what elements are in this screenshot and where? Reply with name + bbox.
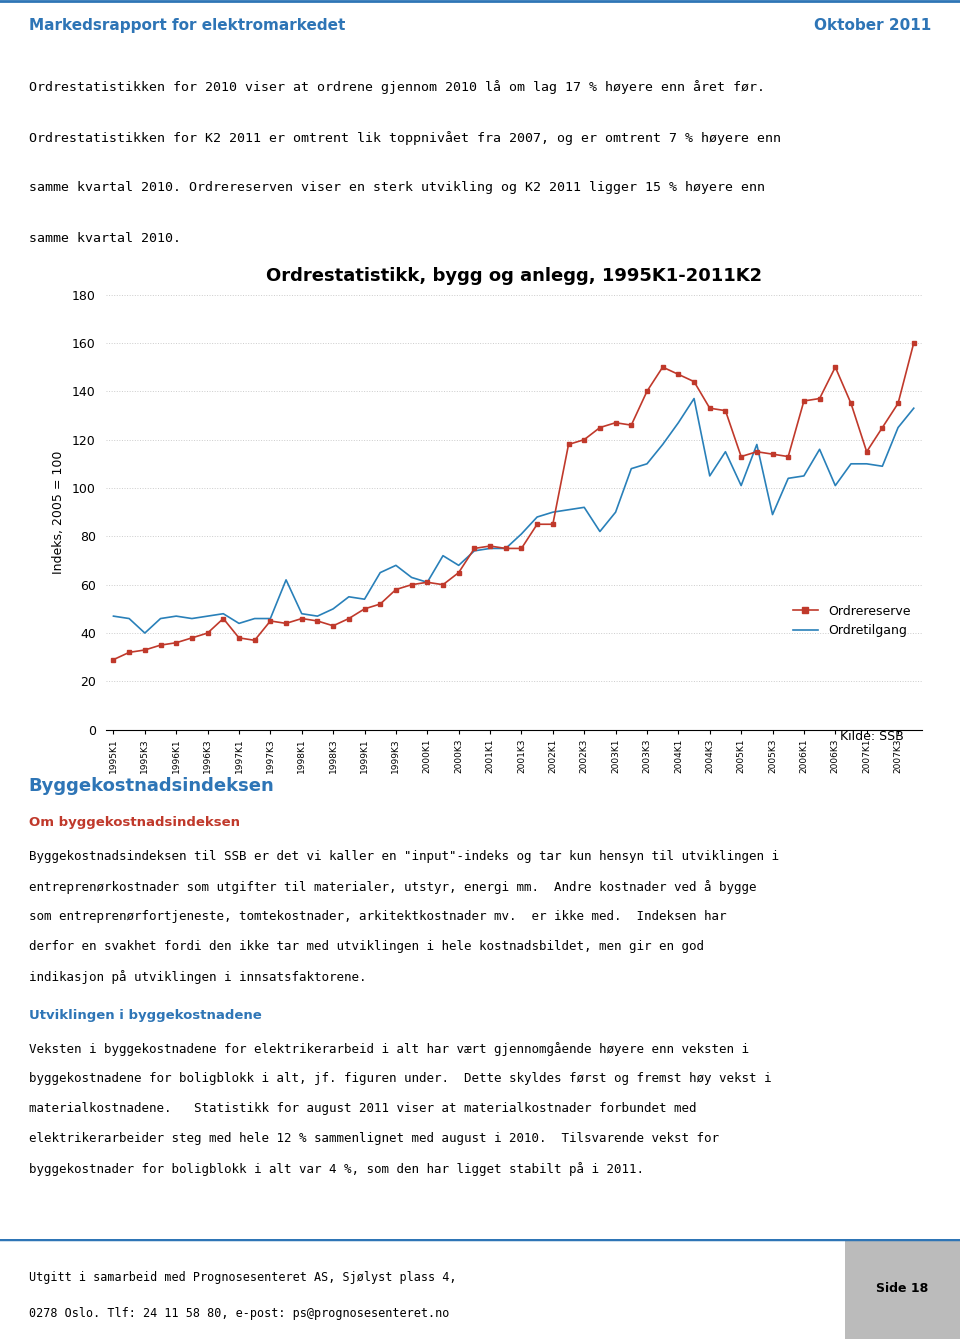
Text: Side 18: Side 18 — [876, 1283, 928, 1295]
Text: Kilde: SSB: Kilde: SSB — [840, 730, 904, 743]
Text: Oktober 2011: Oktober 2011 — [814, 19, 931, 33]
Text: materialkostnadene.   Statistikk for august 2011 viser at materialkostnader forb: materialkostnadene. Statistikk for augus… — [29, 1102, 696, 1115]
Text: Veksten i byggekostnadene for elektrikerarbeid i alt har vært gjennomgående høye: Veksten i byggekostnadene for elektriker… — [29, 1042, 749, 1055]
Text: samme kvartal 2010.: samme kvartal 2010. — [29, 232, 180, 245]
Text: derfor en svakhet fordi den ikke tar med utviklingen i hele kostnadsbildet, men : derfor en svakhet fordi den ikke tar med… — [29, 940, 704, 952]
Text: byggekostnadene for boligblokk i alt, jf. figuren under.  Dette skyldes først og: byggekostnadene for boligblokk i alt, jf… — [29, 1071, 771, 1085]
Text: Byggekostnadsindeksen: Byggekostnadsindeksen — [29, 777, 275, 794]
Bar — [845, 1239, 960, 1339]
Title: Ordrestatistikk, bygg og anlegg, 1995K1-2011K2: Ordrestatistikk, bygg og anlegg, 1995K1-… — [266, 266, 761, 285]
Text: Ordrestatistikken for K2 2011 er omtrent lik toppnivået fra 2007, og er omtrent : Ordrestatistikken for K2 2011 er omtrent… — [29, 131, 780, 145]
Text: Ordrestatistikken for 2010 viser at ordrene gjennom 2010 lå om lag 17 % høyere e: Ordrestatistikken for 2010 viser at ordr… — [29, 80, 765, 94]
Text: byggekostnader for boligblokk i alt var 4 %, som den har ligget stabilt på i 201: byggekostnader for boligblokk i alt var … — [29, 1162, 644, 1176]
Text: Markedsrapport for elektromarkedet: Markedsrapport for elektromarkedet — [29, 19, 346, 33]
Text: entreprenørkostnader som utgifter til materialer, utstyr, energi mm.  Andre kost: entreprenørkostnader som utgifter til ma… — [29, 880, 756, 893]
Text: Byggekostnadsindeksen til SSB er det vi kaller en "input"-indeks og tar kun hens: Byggekostnadsindeksen til SSB er det vi … — [29, 849, 779, 862]
Text: elektrikerarbeider steg med hele 12 % sammenlignet med august i 2010.  Tilsvaren: elektrikerarbeider steg med hele 12 % sa… — [29, 1131, 719, 1145]
Text: Om byggekostnadsindeksen: Om byggekostnadsindeksen — [29, 817, 240, 829]
Text: Utviklingen i byggekostnadene: Utviklingen i byggekostnadene — [29, 1008, 261, 1022]
Text: samme kvartal 2010. Ordrereserven viser en sterk utvikling og K2 2011 ligger 15 : samme kvartal 2010. Ordrereserven viser … — [29, 181, 765, 194]
Text: som entreprenørfortjeneste, tomtekostnader, arkitektkostnader mv.  er ikke med. : som entreprenørfortjeneste, tomtekostnad… — [29, 909, 727, 923]
Y-axis label: Indeks, 2005 = 100: Indeks, 2005 = 100 — [52, 450, 65, 574]
Text: indikasjon på utviklingen i innsatsfaktorene.: indikasjon på utviklingen i innsatsfakto… — [29, 969, 367, 984]
Text: 0278 Oslo. Tlf: 24 11 58 80, e-post: ps@prognosesenteret.no: 0278 Oslo. Tlf: 24 11 58 80, e-post: ps@… — [29, 1307, 449, 1320]
Text: Utgitt i samarbeid med Prognosesenteret AS, Sjølyst plass 4,: Utgitt i samarbeid med Prognosesenteret … — [29, 1271, 456, 1284]
Legend: Ordrereserve, Ordretilgang: Ordrereserve, Ordretilgang — [788, 600, 915, 643]
